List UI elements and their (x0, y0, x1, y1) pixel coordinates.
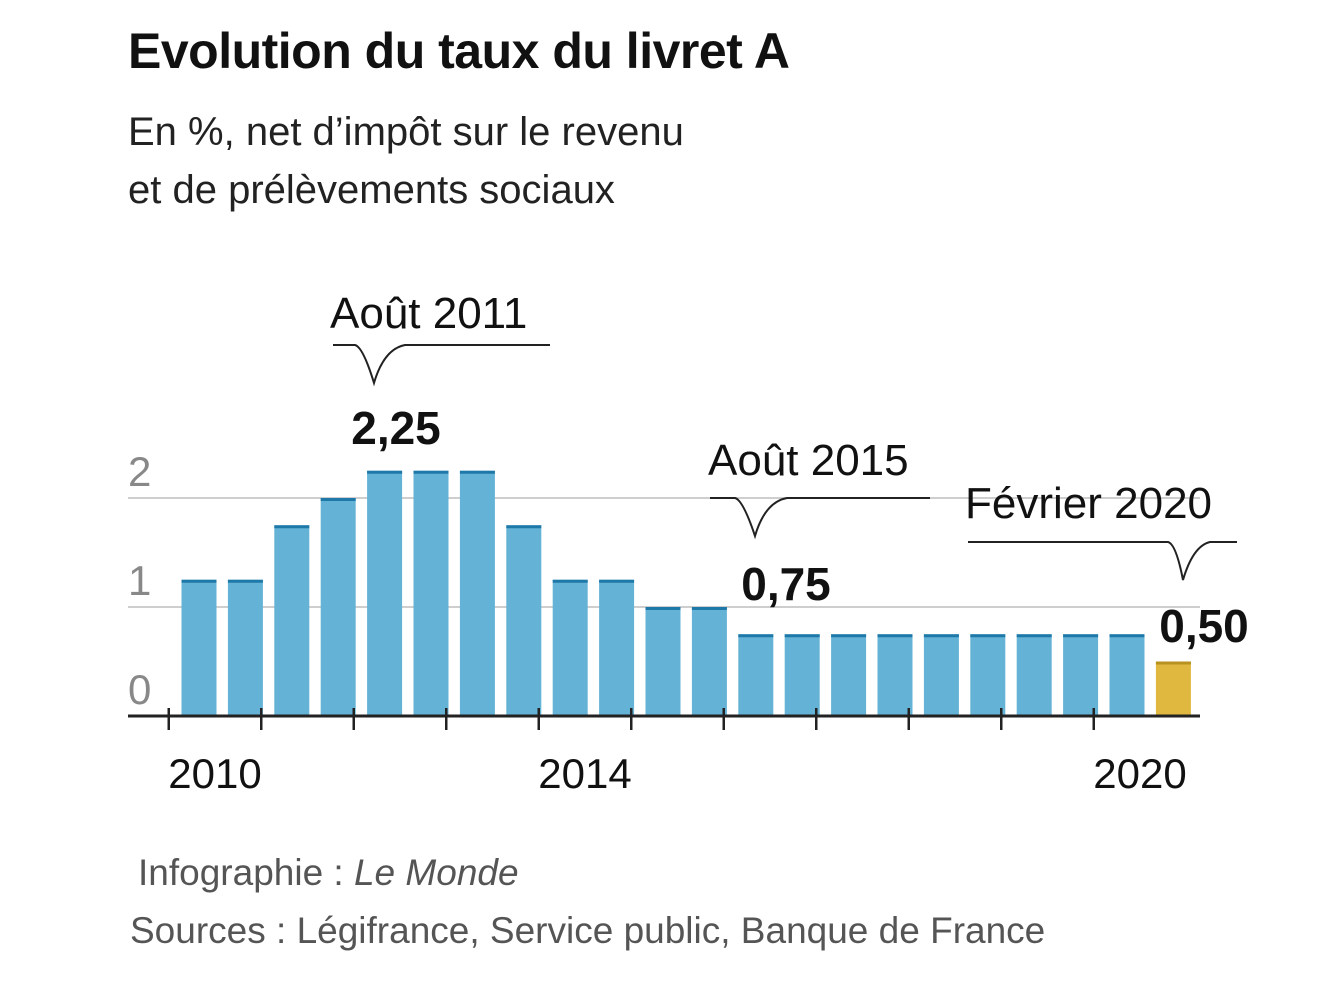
bar-top-14 (831, 634, 867, 638)
bar-2 (274, 525, 310, 716)
bar-top-21 (1155, 661, 1191, 665)
bar-14 (831, 634, 867, 716)
y-tick-label-2: 2 (128, 448, 151, 495)
y-tick-label-0: 0 (128, 666, 151, 713)
bar-top-15 (877, 634, 913, 638)
bar-top-6 (459, 470, 495, 474)
bar-top-18 (1016, 634, 1052, 638)
bar-top-2 (274, 525, 310, 529)
bar-top-4 (367, 470, 403, 474)
bar-top-10 (645, 607, 681, 610)
credit-organization: Le Monde (353, 852, 519, 893)
bar-18 (1016, 634, 1052, 716)
bar-9 (599, 579, 635, 716)
bar-top-13 (784, 634, 820, 638)
bar-17 (970, 634, 1006, 716)
bar-top-12 (738, 634, 774, 638)
annotation-label-0: Août 2011 (330, 289, 527, 338)
bar-12 (738, 634, 774, 716)
x-tick-label-2014: 2014 (538, 750, 631, 797)
y-tick-label-1: 1 (128, 557, 151, 604)
annotation-value-0: 2,25 (351, 402, 441, 454)
annotation-callout-1 (710, 497, 930, 540)
bar-top-8 (552, 579, 588, 583)
bar-top-11 (691, 607, 727, 610)
bar-21 (1155, 661, 1191, 716)
bar-top-17 (970, 634, 1006, 638)
bar-16 (923, 634, 959, 716)
annotation-value-1: 0,75 (741, 558, 831, 610)
bar-top-9 (599, 579, 635, 583)
bar-20 (1109, 634, 1145, 716)
annotations: Août 2011 2,25 Août 2015 0,75 Février 2020 0,… (330, 289, 1249, 652)
bar-3 (320, 498, 356, 716)
annotation-callout-2 (968, 541, 1237, 581)
annotation-label-2: Février 2020 (965, 479, 1212, 528)
bar-0 (181, 579, 217, 716)
credit-prefix: Infographie : (138, 852, 354, 893)
bar-4 (367, 470, 403, 716)
bar-top-0 (181, 579, 217, 583)
annotation-value-2: 0,50 (1159, 600, 1249, 652)
bar-top-3 (320, 498, 356, 501)
x-tick-label-2020: 2020 (1093, 750, 1186, 797)
chart-subtitle-line-2: et de prélèvements sociaux (128, 168, 615, 212)
bar-13 (784, 634, 820, 716)
credit-line: Infographie : Le Monde (138, 852, 519, 894)
sources-line: Sources : Légifrance, Service public, Ba… (130, 910, 1046, 951)
x-tick-label-2010: 2010 (168, 750, 261, 797)
bar-top-7 (506, 525, 542, 529)
annotation-callout-0 (333, 344, 550, 387)
bar-top-1 (227, 579, 263, 583)
bar-8 (552, 579, 588, 716)
bar-11 (691, 607, 727, 716)
bar-19 (1063, 634, 1099, 716)
chart-subtitle-line-1: En %, net d’impôt sur le revenu (128, 110, 684, 154)
x-axis (128, 708, 1200, 730)
bar-top-19 (1063, 634, 1099, 638)
x-axis-tick-labels: 2010 2014 2020 (168, 750, 1186, 797)
bar-top-20 (1109, 634, 1145, 638)
chart-title: Evolution du taux du livret A (128, 23, 790, 79)
bar-15 (877, 634, 913, 716)
bar-6 (459, 470, 495, 716)
bar-5 (413, 470, 449, 716)
annotation-label-1: Août 2015 (708, 436, 909, 485)
bar-1 (227, 579, 263, 716)
bar-top-5 (413, 470, 449, 474)
y-axis-tick-labels: 0 1 2 (128, 448, 151, 713)
bars (181, 470, 1191, 716)
bar-10 (645, 607, 681, 716)
bar-7 (506, 525, 542, 716)
bar-top-16 (923, 634, 959, 638)
